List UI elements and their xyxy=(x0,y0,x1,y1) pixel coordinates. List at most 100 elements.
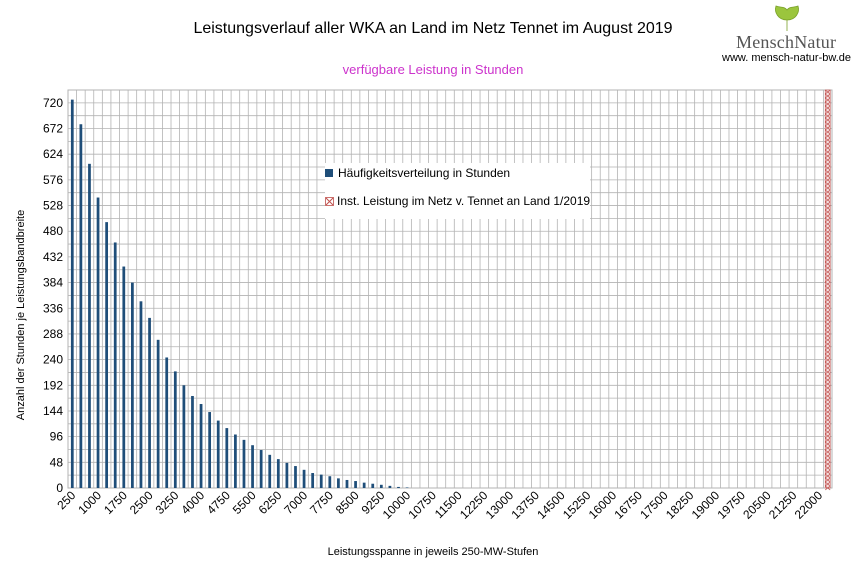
installed-capacity-hatch xyxy=(824,181,831,187)
x-tick-label: 3250 xyxy=(153,488,182,517)
installed-capacity-hatch xyxy=(824,229,831,235)
installed-capacity-hatch xyxy=(824,401,831,407)
logo-url: www. mensch-natur-bw.de xyxy=(722,52,851,64)
bar xyxy=(311,473,315,488)
y-tick-label: 720 xyxy=(43,96,63,110)
grid-lines xyxy=(67,89,833,489)
installed-capacity-hatch xyxy=(824,309,831,315)
installed-capacity-hatch xyxy=(824,345,831,351)
installed-capacity-hatch xyxy=(824,125,831,131)
installed-capacity-hatch xyxy=(824,165,831,171)
bar xyxy=(319,474,323,488)
chart-subtitle: verfügbare Leistung in Stunden xyxy=(342,62,524,77)
bar xyxy=(337,478,340,488)
installed-capacity-hatch xyxy=(824,313,831,319)
x-tick-label: 22000 xyxy=(792,488,826,522)
bar xyxy=(397,486,400,488)
installed-capacity-hatch xyxy=(824,153,831,159)
x-tick-label: 13750 xyxy=(508,488,542,522)
x-tick-label: 15250 xyxy=(560,488,594,522)
installed-capacity-hatch xyxy=(824,409,831,415)
bar xyxy=(302,469,306,488)
y-tick-label: 96 xyxy=(50,430,64,444)
installed-capacity-hatch xyxy=(824,137,831,143)
installed-capacity-hatch xyxy=(824,337,831,343)
installed-capacity-hatch xyxy=(824,477,831,483)
installed-capacity-hatch xyxy=(824,449,831,455)
installed-capacity-hatch xyxy=(824,365,831,371)
installed-capacity-hatch xyxy=(824,413,831,419)
x-tick-label: 20500 xyxy=(740,488,774,522)
bar xyxy=(182,385,186,488)
bar xyxy=(354,481,357,488)
installed-capacity-hatch xyxy=(824,253,831,259)
chart-title: Leistungsverlauf aller WKA an Land im Ne… xyxy=(193,20,673,37)
y-tick-label: 192 xyxy=(43,378,63,392)
bar xyxy=(191,395,194,488)
installed-capacity-hatch xyxy=(824,265,831,271)
installed-capacity-hatch xyxy=(824,269,831,275)
bar xyxy=(251,445,254,488)
x-tick-label: 16000 xyxy=(586,488,620,522)
installed-capacity-hatch xyxy=(824,225,831,231)
installed-capacity-hatch xyxy=(824,353,831,359)
y-axis-title: Anzahl der Stunden je Leistungsbandbreit… xyxy=(15,210,27,420)
installed-capacity-hatch xyxy=(824,101,831,107)
installed-capacity-hatch xyxy=(824,381,831,387)
y-tick-label: 624 xyxy=(43,147,63,161)
installed-capacity-hatch xyxy=(824,373,831,379)
bar xyxy=(294,466,297,488)
x-tick-label: 4750 xyxy=(204,488,233,517)
bar xyxy=(276,459,280,488)
x-tick-label: 5500 xyxy=(230,488,259,517)
bar xyxy=(362,482,366,488)
installed-capacity-hatch xyxy=(824,369,831,375)
installed-capacity-hatch xyxy=(824,277,831,283)
installed-capacity-hatch xyxy=(824,297,831,303)
plot-area xyxy=(67,89,833,489)
installed-capacity-hatch xyxy=(824,117,831,123)
installed-capacity-hatch xyxy=(824,457,831,463)
y-tick-label: 336 xyxy=(43,301,63,315)
installed-capacity-hatch xyxy=(824,385,831,391)
installed-capacity-hatch xyxy=(824,245,831,251)
installed-capacity-hatch xyxy=(824,157,831,163)
installed-capacity-hatch xyxy=(824,193,831,199)
installed-capacity-hatch xyxy=(824,237,831,243)
x-tick-label: 19750 xyxy=(714,488,748,522)
y-tick-label: 240 xyxy=(43,353,63,367)
bar xyxy=(113,242,117,488)
legend-label-frequency: Häufigkeitsverteilung in Stunden xyxy=(338,166,511,180)
bar xyxy=(70,99,74,489)
bar-series xyxy=(70,99,409,489)
installed-capacity-hatch xyxy=(824,89,831,95)
bar xyxy=(105,222,109,488)
bar xyxy=(173,371,177,488)
legend-bar-swatch xyxy=(325,169,333,177)
installed-capacity-hatch xyxy=(824,349,831,355)
y-axis-ticks: 0 48 96 144 192 240 288 336 384 432 480 528 576 624 67… xyxy=(43,96,63,495)
installed-capacity-hatch xyxy=(824,425,831,431)
bar xyxy=(405,487,409,488)
bar xyxy=(165,357,169,488)
bar xyxy=(379,484,383,488)
installed-capacity-hatch xyxy=(824,113,831,119)
installed-capacity-hatch xyxy=(824,389,831,395)
installed-capacity-hatch xyxy=(824,357,831,363)
installed-capacity-hatch xyxy=(824,441,831,447)
x-tick-label: 21250 xyxy=(766,488,800,522)
installed-capacity-hatch xyxy=(824,333,831,339)
y-tick-label: 288 xyxy=(43,327,63,341)
bar xyxy=(199,404,203,488)
installed-capacity-hatch xyxy=(824,97,831,103)
bar xyxy=(259,450,263,488)
x-tick-label: 8500 xyxy=(333,488,362,517)
installed-capacity-hatch xyxy=(824,217,831,223)
x-tick-label: 12250 xyxy=(457,488,491,522)
bar xyxy=(208,412,212,488)
x-tick-label: 10000 xyxy=(380,488,414,522)
legend-label-installed: Inst. Leistung im Netz v. Tennet an Land… xyxy=(337,194,591,208)
installed-capacity-hatch xyxy=(824,461,831,467)
bar xyxy=(156,339,160,488)
installed-capacity-hatch xyxy=(824,233,831,239)
